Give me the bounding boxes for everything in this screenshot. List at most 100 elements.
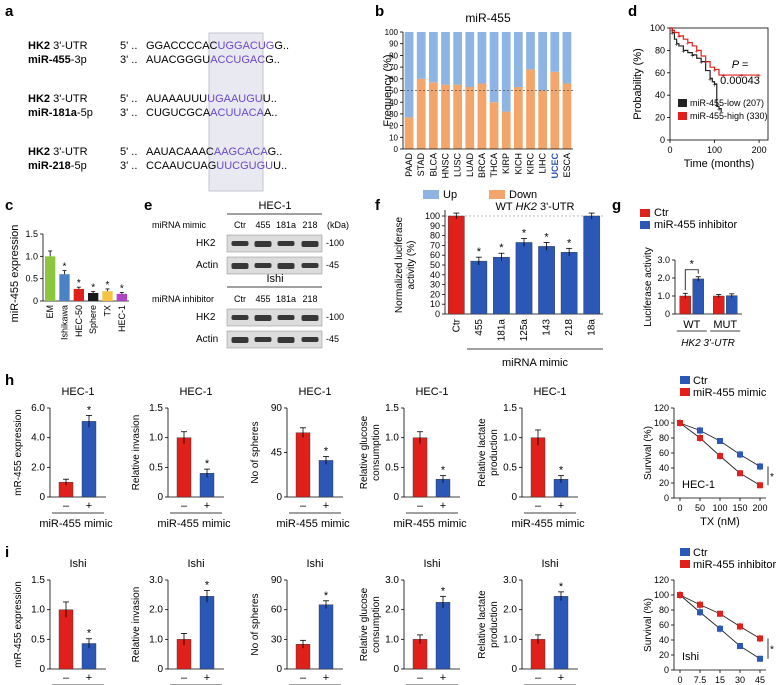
x-tick-label: 100 xyxy=(712,503,727,513)
seq-seed: AAGCACA xyxy=(214,146,268,158)
x-axis-label: miR-455 mimic xyxy=(511,518,585,530)
protein-band xyxy=(277,241,295,246)
x-tick-label: 200 xyxy=(752,503,767,513)
significance-mark: * xyxy=(559,465,564,477)
utr-sequence: GGACCCCACUGGACUGG.. xyxy=(146,40,289,52)
data-point xyxy=(717,625,723,632)
censor-mark: + xyxy=(712,82,716,89)
bar-down xyxy=(465,86,475,149)
mirna-end: 3' .. xyxy=(120,160,137,172)
legend-swatch-up xyxy=(423,190,439,199)
km-curve xyxy=(670,27,760,76)
seq-tail: U.. xyxy=(273,160,287,172)
x-axis-label: miR-455 mimic xyxy=(393,518,467,530)
legend-label: miR-455-high (330) xyxy=(690,111,768,121)
censor-mark: + xyxy=(670,28,674,35)
x-tick-label: 150 xyxy=(732,503,747,513)
data-point xyxy=(717,610,723,617)
blot-cell-title: Ishi xyxy=(266,273,283,285)
km-curve xyxy=(670,27,722,112)
lane-label: 218 xyxy=(302,294,317,304)
significance-mark: * xyxy=(477,246,482,258)
y-tick-label: 80 xyxy=(430,231,440,241)
x-axis-label: HK2 3'-UTR xyxy=(681,338,735,349)
y-axis-label-line1: Normalized luciferase xyxy=(394,216,405,313)
cell-line-label: Ishi xyxy=(682,651,699,663)
legend-swatch xyxy=(678,112,687,120)
protein-band xyxy=(277,263,295,269)
kda-marker: -45 xyxy=(326,260,339,270)
protein-band xyxy=(231,315,249,320)
data-point xyxy=(697,609,703,616)
x-tick-label: STAD xyxy=(416,153,426,177)
censor-mark: + xyxy=(757,73,761,80)
y-tick-label: 30 xyxy=(389,110,398,119)
x-tick-label: 143 xyxy=(542,319,553,336)
title-suffix: 3'-UTR xyxy=(537,201,575,213)
y-tick-label: 0 xyxy=(511,664,517,675)
y-tick-label: 0.5 xyxy=(149,462,163,473)
bar xyxy=(447,215,465,315)
protein-band xyxy=(254,263,272,268)
panel-letter-h: h xyxy=(5,372,14,389)
y-tick-label: 3.0 xyxy=(385,575,399,586)
x-tick-label: TX xyxy=(103,305,113,317)
bar-up xyxy=(489,32,499,103)
censor-mark: + xyxy=(712,67,716,74)
x-tick-label: 218 xyxy=(564,319,575,336)
y-tick-label: 0 xyxy=(393,492,399,503)
y-axis-label: mR-455 expression xyxy=(13,409,24,496)
significance-mark: * xyxy=(770,472,774,483)
y-tick-label: 1.0 xyxy=(149,634,163,645)
treatment-sign: + xyxy=(323,500,329,512)
bar-up xyxy=(477,32,487,84)
y-tick-label: 2.0 xyxy=(149,605,163,616)
significance-mark: * xyxy=(324,590,329,602)
significance-mark: * xyxy=(205,458,210,470)
bar-up xyxy=(501,32,511,112)
protein-band xyxy=(301,263,319,268)
y-tick-label: 90 xyxy=(271,403,283,414)
y-tick-label: 1.0 xyxy=(31,605,45,616)
gene-name: HK2 xyxy=(28,93,50,105)
significance-mark: * xyxy=(499,242,504,254)
significance-mark: * xyxy=(522,228,527,240)
y-tick-label: 60 xyxy=(430,250,440,260)
treatment-sign: + xyxy=(86,672,92,684)
y-axis-label: Probability (%) xyxy=(632,48,644,120)
x-tick-label: 0 xyxy=(667,145,672,155)
protein-label: HK2 xyxy=(196,238,216,249)
data-point xyxy=(737,451,743,458)
bar-up xyxy=(453,32,463,85)
bar xyxy=(318,604,334,670)
y-tick-label: 90 xyxy=(389,40,398,49)
blot-row-label: miRNA inhibitor xyxy=(152,294,214,304)
data-point xyxy=(717,438,723,444)
x-tick-label: BRCA xyxy=(477,153,487,178)
treatment-sign: – xyxy=(181,500,188,512)
chart-title: HEC-1 xyxy=(533,386,566,398)
y-tick-label: 60 xyxy=(655,68,665,78)
treatment-sign: + xyxy=(440,500,446,512)
y-tick-label: 2.0 xyxy=(657,273,670,283)
y-tick-label: 3.0 xyxy=(149,575,163,586)
panel-letter-i: i xyxy=(5,544,9,561)
seq-plain: AUACGGGU xyxy=(146,54,210,66)
chart-title: Ishi xyxy=(306,558,323,570)
y-tick-label: 3.0 xyxy=(503,575,517,586)
bar xyxy=(412,437,428,498)
lane-label: 455 xyxy=(255,220,270,230)
significance-mark: * xyxy=(441,465,446,477)
y-tick-label: 0.5 xyxy=(385,462,399,473)
bar xyxy=(88,292,99,301)
y-tick-label: 120 xyxy=(654,403,669,413)
bar xyxy=(295,432,311,498)
panel-a-sequence-alignment: HK2 3'-UTR 5' .. GGACCCCACUGGACUGG..miR-45… xyxy=(28,32,289,192)
bar-down xyxy=(428,82,438,149)
utr-label: HK2 3'-UTR xyxy=(28,146,88,158)
x-tick-label: 30 xyxy=(735,675,745,685)
data-point xyxy=(757,482,763,489)
data-point xyxy=(697,601,703,608)
treatment-sign: – xyxy=(181,672,188,684)
panel-letter-f: f xyxy=(375,197,381,214)
